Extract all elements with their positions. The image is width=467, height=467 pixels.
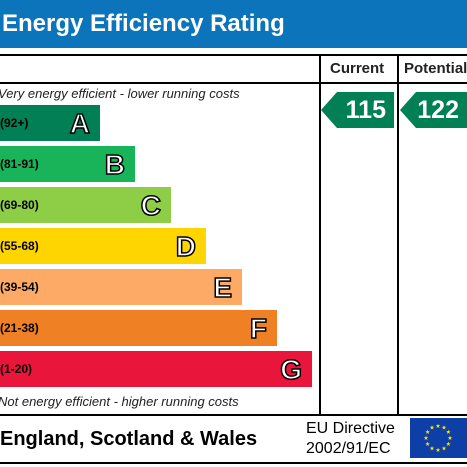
band-letter: A [69, 107, 91, 140]
eu-star-icon [429, 425, 435, 430]
band-f: (21-38) F [0, 310, 277, 346]
band-letter: C [140, 189, 162, 222]
eu-star-icon [425, 429, 430, 434]
eu-star-icon [435, 423, 441, 428]
eu-flag-icon [410, 418, 467, 458]
band-range-label: (92+) [0, 116, 29, 130]
band-letter: D [175, 230, 197, 263]
eu-directive-line2: 2002/91/EC [306, 440, 391, 457]
column-header-current: Current [330, 60, 385, 77]
band-a: (92+) A [0, 105, 100, 141]
band-e: (39-54) E [0, 269, 242, 305]
eu-star-icon [441, 445, 447, 451]
eu-star-icon [435, 447, 441, 452]
potential-rating-arrow: 122 [400, 92, 467, 128]
band-d: (55-68) D [0, 228, 206, 264]
band-letter: E [213, 271, 233, 304]
top-caption: Very energy efficient - lower running co… [0, 86, 240, 101]
eu-star-icon [446, 441, 451, 446]
band-range-label: (1-20) [0, 362, 33, 376]
divider-footer [0, 414, 467, 416]
divider-bottom [0, 462, 467, 464]
bottom-caption: Not energy efficient - higher running co… [0, 394, 239, 409]
eu-star-icon [425, 441, 430, 446]
band-c: (69-80) C [0, 187, 171, 223]
eu-directive-line1: EU Directive [306, 420, 395, 437]
eu-star-icon [429, 445, 435, 451]
page-title: Energy Efficiency Rating [0, 0, 467, 48]
band-b: (81-91) B [0, 146, 135, 182]
band-letter: G [279, 353, 302, 386]
current-rating-arrow: 115 [321, 92, 394, 128]
band-range-label: (55-68) [0, 239, 39, 253]
band-range-label: (21-38) [0, 321, 39, 335]
band-range-label: (39-54) [0, 280, 39, 294]
eu-star-icon [423, 435, 429, 440]
band-letter: F [249, 312, 268, 345]
band-letter: B [104, 148, 126, 181]
eu-star-icon [441, 425, 447, 430]
column-divider-current [319, 54, 321, 416]
footer-country: England, Scotland & Wales [0, 428, 258, 450]
column-divider-potential [397, 54, 399, 416]
eu-star-icon [447, 435, 453, 440]
divider-header [0, 82, 467, 84]
column-header-potential: Potential [404, 60, 467, 77]
band-range-label: (69-80) [0, 198, 39, 212]
eu-directive: EU Directive 2002/91/EC [306, 419, 404, 459]
band-g: (1-20) G [0, 351, 312, 387]
eu-star-icon [446, 429, 451, 434]
divider-top [0, 54, 467, 56]
band-range-label: (81-91) [0, 157, 39, 171]
